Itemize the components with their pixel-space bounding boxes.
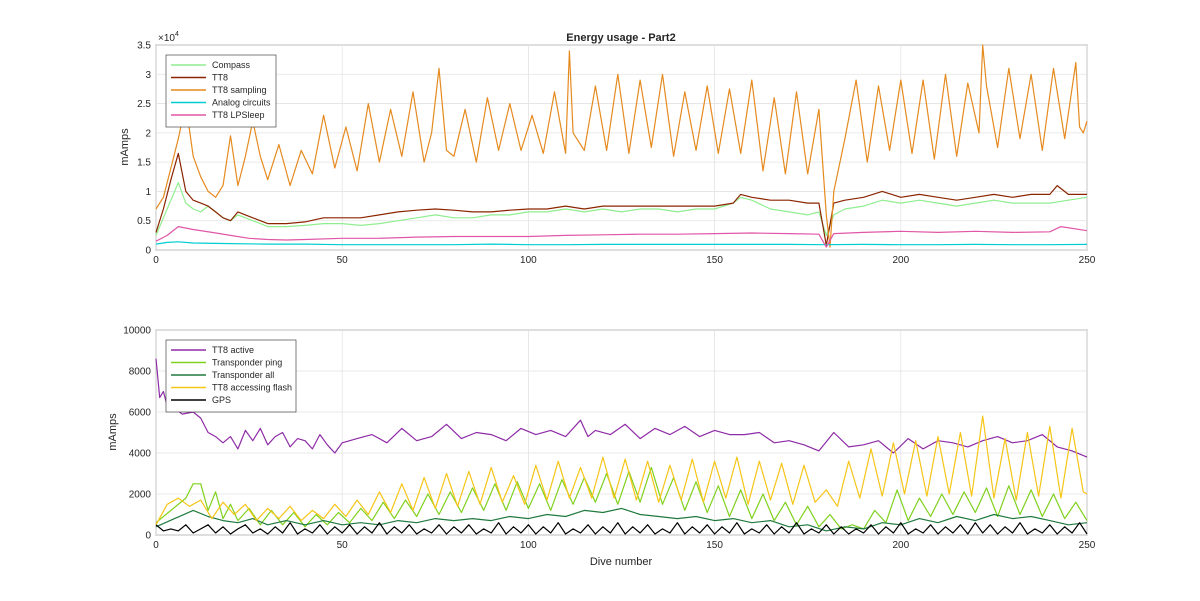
top-axes: 0 50 100 150 200 250 0 0.5 1 1.5 2 2.5 3 3.5 Energy u… <box>119 31 1096 266</box>
top-y-axis-label: mAmps <box>119 128 131 166</box>
top-x-tick-label: 200 <box>892 255 909 266</box>
top-y-tick-label: 2 <box>145 128 151 139</box>
bottom-y-axis-label: mAmps <box>107 413 119 451</box>
top-series-line-3 <box>155 241 1088 246</box>
bottom-ticks: 0 50 100 150 200 250 0 2000 4000 6000 8000 10000 <box>123 326 1096 552</box>
bottom-y-tick-label: 6000 <box>129 408 152 419</box>
bottom-legend-label: TT8 accessing flash <box>212 383 292 393</box>
top-y-tick-label: 1.5 <box>137 158 151 169</box>
bottom-x-tick-label: 250 <box>1079 540 1096 551</box>
bottom-y-tick-label: 8000 <box>129 367 152 378</box>
bottom-x-tick-label: 100 <box>520 540 537 551</box>
bottom-y-tick-label: 0 <box>145 531 151 542</box>
top-legend-label: TT8 <box>212 73 228 83</box>
top-gridlines <box>155 44 1088 251</box>
bottom-y-tick-label: 10000 <box>123 326 151 337</box>
top-plot-area <box>155 44 1088 251</box>
top-y-tick-label: 1 <box>145 187 151 198</box>
bottom-x-axis-label: Dive number <box>590 556 653 568</box>
top-legend-label: Compass <box>212 60 251 70</box>
top-legend: Compass TT8 TT8 sampling Analog circuits TT8… <box>165 54 277 128</box>
bottom-plot-area <box>155 329 1088 536</box>
bottom-x-tick-label: 150 <box>706 540 723 551</box>
bottom-legend-label: TT8 active <box>212 345 254 355</box>
top-legend-label: Analog circuits <box>212 98 271 108</box>
top-y-exponent: ×104 <box>158 31 179 44</box>
bottom-x-tick-label: 200 <box>892 540 909 551</box>
bottom-series-line-3 <box>155 415 1088 526</box>
bottom-series-line-0 <box>155 358 1088 458</box>
top-x-tick-label: 50 <box>337 255 349 266</box>
top-ticks: 0 50 100 150 200 250 0 0.5 1 1.5 2 2.5 3 3.5 <box>137 41 1096 267</box>
bottom-x-tick-label: 0 <box>153 540 159 551</box>
bottom-axes: 0 50 100 150 200 250 0 2000 4000 6000 8000 10000 mA… <box>107 326 1096 569</box>
top-x-tick-label: 100 <box>520 255 537 266</box>
top-y-tick-label: 3 <box>145 70 151 81</box>
top-x-tick-label: 0 <box>153 255 159 266</box>
top-x-tick-label: 150 <box>706 255 723 266</box>
top-series-line-4 <box>155 226 1088 248</box>
bottom-series-line-4 <box>155 522 1088 535</box>
top-series-line-2 <box>155 44 1088 248</box>
bottom-legend-label: Transponder ping <box>212 358 282 368</box>
top-y-exponent-base: ×10 <box>158 33 175 44</box>
bottom-series-group <box>155 358 1088 535</box>
top-y-tick-label: 3.5 <box>137 41 151 52</box>
bottom-x-tick-label: 50 <box>337 540 349 551</box>
top-y-tick-label: 0.5 <box>137 216 151 227</box>
top-y-tick-label: 2.5 <box>137 99 151 110</box>
top-x-tick-label: 250 <box>1079 255 1096 266</box>
top-legend-label: TT8 sampling <box>212 85 267 95</box>
top-series-line-1 <box>155 152 1087 246</box>
bottom-legend-label: GPS <box>212 395 231 405</box>
top-y-exponent-power: 4 <box>175 31 179 38</box>
top-series-group <box>155 44 1088 248</box>
bottom-y-tick-label: 4000 <box>129 449 152 460</box>
bottom-series-line-2 <box>155 507 1088 532</box>
top-chart-title: Energy usage - Part2 <box>566 32 675 44</box>
top-legend-label: TT8 LPSleep <box>212 110 265 120</box>
top-series-line-0 <box>155 182 1088 236</box>
bottom-legend-label: Transponder all <box>212 370 274 380</box>
bottom-y-tick-label: 2000 <box>129 490 152 501</box>
bottom-legend: TT8 active Transponder ping Transponder al… <box>165 339 297 413</box>
top-y-tick-label: 0 <box>145 246 151 257</box>
